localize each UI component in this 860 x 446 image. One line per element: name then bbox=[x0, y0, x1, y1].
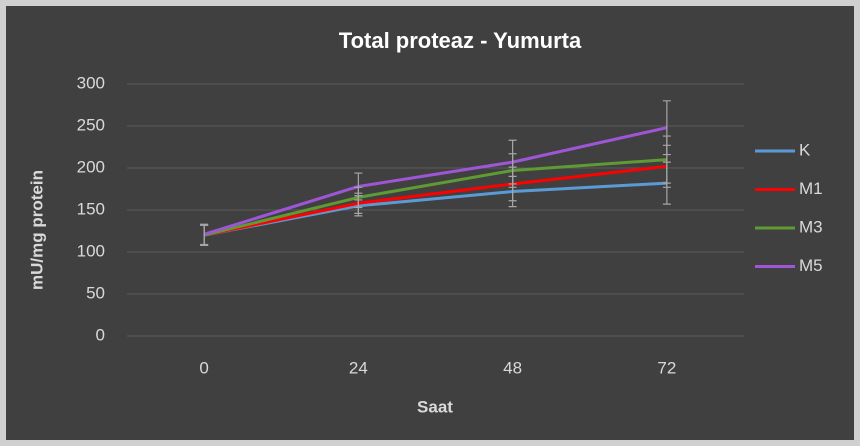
y-tick-label: 300 bbox=[77, 73, 105, 92]
series-line bbox=[203, 126, 668, 236]
error-bar bbox=[200, 223, 209, 246]
y-tick-label: 250 bbox=[77, 115, 105, 134]
chart-title: Total proteaz - Yumurta bbox=[339, 28, 582, 53]
y-tick-label: 150 bbox=[77, 199, 105, 218]
error-bar bbox=[354, 172, 363, 201]
x-axis-title: Saat bbox=[417, 397, 453, 416]
y-tick-label: 50 bbox=[86, 283, 105, 302]
series-line bbox=[203, 158, 667, 237]
y-axis-title: mU/mg protein bbox=[27, 170, 46, 290]
legend-label: M1 bbox=[799, 179, 823, 198]
series-line bbox=[203, 164, 668, 237]
error-bar bbox=[662, 100, 671, 156]
x-tick-label: 0 bbox=[199, 358, 208, 377]
chart-background bbox=[6, 6, 854, 440]
x-tick-label: 72 bbox=[657, 358, 676, 377]
y-tick-label: 100 bbox=[77, 241, 105, 260]
y-tick-label: 200 bbox=[77, 157, 105, 176]
x-tick-label: 48 bbox=[503, 358, 522, 377]
error-bar bbox=[508, 139, 517, 185]
legend-label: K bbox=[799, 140, 811, 159]
x-tick-label: 24 bbox=[349, 358, 368, 377]
y-tick-label: 0 bbox=[96, 325, 105, 344]
legend-label: M5 bbox=[799, 256, 823, 275]
legend-label: M3 bbox=[799, 217, 823, 236]
